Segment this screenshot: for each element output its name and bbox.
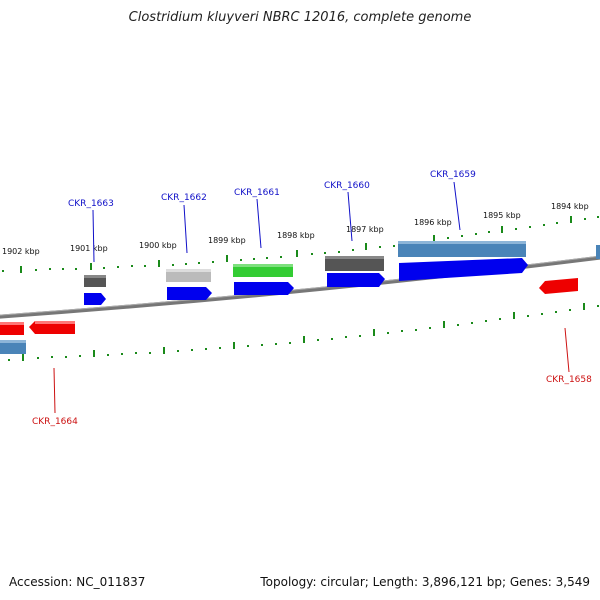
- kbp-label-1900: 1900 kbp: [139, 241, 177, 250]
- kbp-label-1902: 1902 kbp: [2, 247, 40, 256]
- accession-text: Accession: NC_011837: [9, 575, 146, 589]
- kbp-label-1896: 1896 kbp: [414, 218, 452, 227]
- kbp-label-1901: 1901 kbp: [70, 244, 108, 253]
- kbp-label-1895: 1895 kbp: [483, 211, 521, 220]
- gene-label-ckr1662[interactable]: CKR_1662: [161, 193, 207, 203]
- cds-arrow-ckr1659[interactable]: [399, 258, 528, 281]
- kbp-label-1898: 1898 kbp: [277, 231, 315, 240]
- gene-label-ckr1661[interactable]: CKR_1661: [234, 188, 280, 198]
- topology-text: Topology: circular; Length: 3,896,121 bp…: [260, 575, 590, 589]
- gene-bar-ckr1659[interactable]: [398, 241, 526, 257]
- cds-reverse-track: [0, 278, 578, 354]
- cds-arrow-ckr1658[interactable]: [539, 278, 578, 294]
- gene-bar-ckr1662[interactable]: [166, 269, 211, 282]
- gene-label-ckr1663[interactable]: CKR_1663: [68, 199, 114, 209]
- lower-scale-ticks: [8, 303, 599, 361]
- gene-label-ckr1660[interactable]: CKR_1660: [324, 181, 370, 191]
- kbp-label-1897: 1897 kbp: [346, 225, 384, 234]
- gene-label-ckr1664[interactable]: CKR_1664: [32, 417, 78, 427]
- cds-arrow-ckr1663[interactable]: [84, 293, 106, 305]
- genome-title: Clostridium kluyveri NBRC 12016, complet…: [128, 10, 472, 25]
- gene-bar-ckr1660[interactable]: [325, 256, 384, 271]
- kbp-label-1894: 1894 kbp: [551, 202, 589, 211]
- cds-forward-track: [84, 258, 528, 305]
- gene-bar-ckr1661[interactable]: [233, 264, 293, 277]
- cds-arrow-ckr1661[interactable]: [234, 282, 294, 295]
- gene-label-ckr1659[interactable]: CKR_1659: [430, 170, 476, 180]
- gene-label-ckr1658[interactable]: CKR_1658: [546, 375, 592, 385]
- cds-arrow-ckr1662[interactable]: [167, 287, 212, 300]
- cds-arrow-ckr1660[interactable]: [327, 273, 385, 287]
- gene-track-upper: [84, 241, 600, 287]
- cds-arrow-ckr1664[interactable]: [29, 321, 75, 334]
- kbp-label-1899: 1899 kbp: [208, 236, 246, 245]
